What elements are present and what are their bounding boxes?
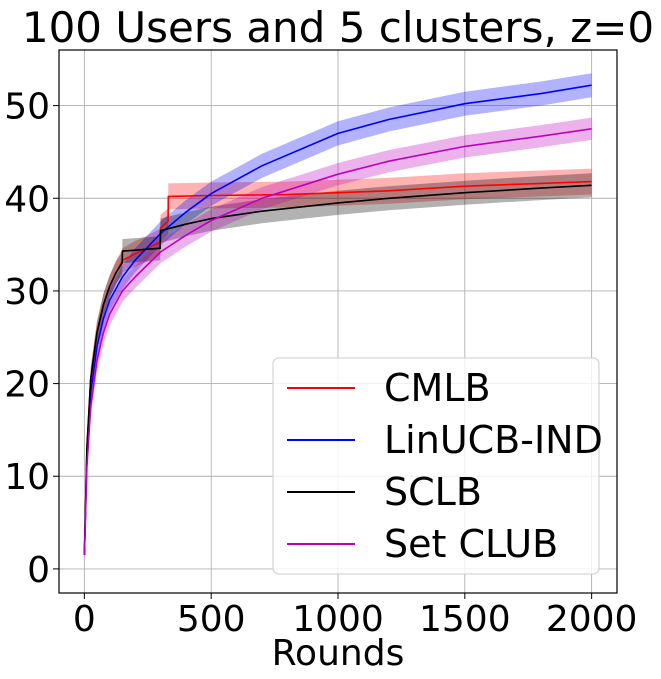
x-tick-label: 500 bbox=[177, 599, 246, 640]
x-tick-label: 0 bbox=[73, 599, 96, 640]
legend-entries: CMLB LinUCB-IND SCLB Set CLUB bbox=[287, 366, 603, 566]
y-tick-label: 30 bbox=[4, 272, 50, 313]
series-line-3 bbox=[83, 128, 592, 556]
y-tick-label: 0 bbox=[27, 550, 50, 591]
legend: CMLB LinUCB-IND SCLB Set CLUB bbox=[272, 357, 603, 575]
legend-box bbox=[272, 357, 600, 575]
x-axis-ticks: 0 500 1000 1500 2000 bbox=[73, 593, 638, 640]
y-tick-label: 10 bbox=[4, 457, 50, 498]
chart-title: 100 Users and 5 clusters, z=0 bbox=[22, 3, 654, 52]
x-axis-label: Rounds bbox=[272, 633, 405, 674]
x-tick-label: 2000 bbox=[546, 599, 638, 640]
x-tick-label: 1500 bbox=[419, 599, 511, 640]
legend-label: Set CLUB bbox=[384, 522, 558, 566]
legend-label: LinUCB-IND bbox=[384, 418, 603, 462]
y-tick-label: 20 bbox=[4, 365, 50, 406]
x-tick-label: 1000 bbox=[292, 599, 384, 640]
y-tick-label: 40 bbox=[4, 179, 50, 220]
confidence-band-3 bbox=[84, 117, 592, 560]
series-line-2 bbox=[83, 184, 592, 556]
y-tick-label: 50 bbox=[4, 87, 50, 128]
legend-label: CMLB bbox=[384, 366, 491, 410]
legend-label: SCLB bbox=[384, 470, 482, 514]
y-axis-ticks: 0 10 20 30 40 50 bbox=[4, 87, 59, 591]
series-lines bbox=[83, 84, 592, 556]
